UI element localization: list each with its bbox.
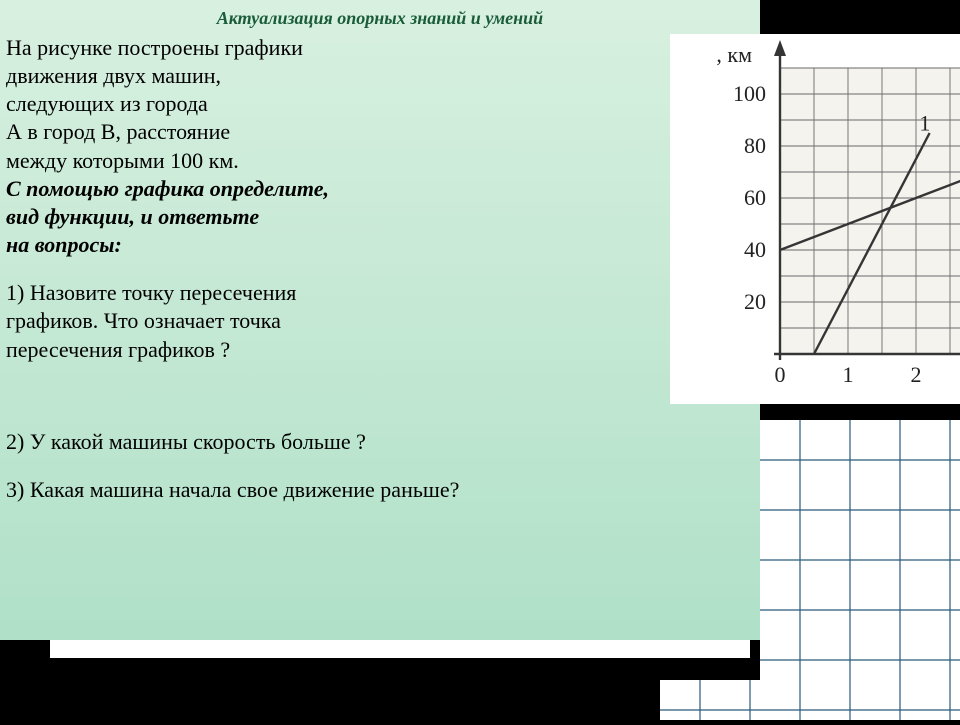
instruction-line: С помощью графика определите, (6, 175, 476, 203)
svg-text:100: 100 (733, 81, 766, 106)
svg-text:1: 1 (919, 110, 930, 135)
svg-text:20: 20 (744, 289, 766, 314)
intro-line: следующих из города (6, 90, 476, 118)
questions-below: 2) У какой машины скорость больше ? 3) К… (6, 428, 746, 504)
svg-text:, км: , км (716, 42, 752, 67)
svg-text:40: 40 (744, 237, 766, 262)
question-3: 3) Какая машина начала свое движение ран… (6, 476, 746, 504)
question-1-line: графиков. Что означает точка (6, 307, 476, 335)
svg-text:60: 60 (744, 185, 766, 210)
intro-line: На рисунке построены графики (6, 34, 476, 62)
svg-text:0: 0 (775, 362, 786, 387)
svg-text:2: 2 (911, 362, 922, 387)
instruction-line: на вопросы: (6, 231, 476, 259)
intro-line: между которыми 100 км. (6, 147, 476, 175)
slide-panel: Актуализация опорных знаний и умений На … (0, 0, 760, 640)
question-1-line: 1) Назовите точку пересечения (6, 279, 476, 307)
svg-text:1: 1 (843, 362, 854, 387)
intro-line: движения двух машин, (6, 62, 476, 90)
bottom-white-strip (50, 640, 750, 658)
chart-figure: 20406080100012345, кмt,ч12 (670, 34, 960, 404)
question-2: 2) У какой машины скорость больше ? (6, 428, 746, 456)
slide-header: Актуализация опорных знаний и умений (0, 0, 760, 35)
instruction-line: вид функции, и ответьте (6, 203, 476, 231)
problem-text: На рисунке построены графики движения дв… (6, 34, 476, 364)
intro-line: А в город В, расстояние (6, 118, 476, 146)
svg-text:80: 80 (744, 133, 766, 158)
question-1-line: пересечения графиков ? (6, 336, 476, 364)
